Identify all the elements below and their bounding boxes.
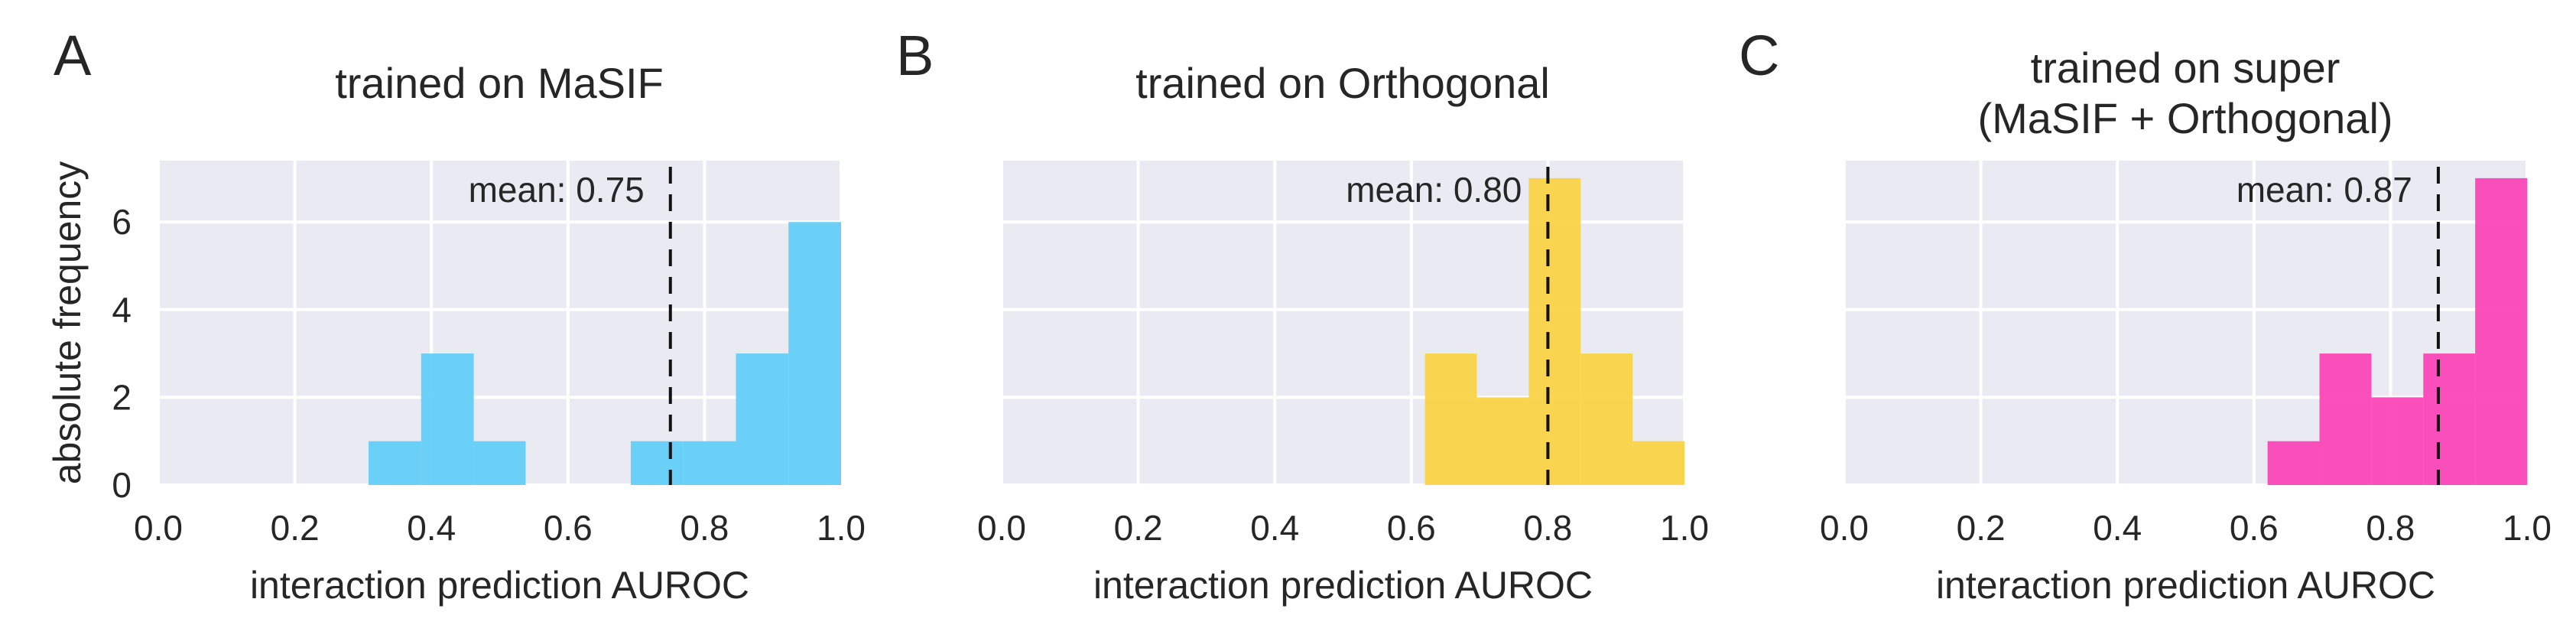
- histogram-bar: [2267, 441, 2320, 485]
- x-tick-label: 1.0: [1660, 508, 1709, 548]
- mean-annotation: mean: 0.75: [469, 170, 645, 210]
- x-axis-label: interaction prediction AUROC: [1936, 564, 2435, 607]
- y-tick-label: 6: [112, 202, 132, 242]
- histogram-bar: [1528, 177, 1581, 485]
- histogram-bar: [1424, 353, 1477, 485]
- x-tick-label: 0.6: [544, 508, 593, 548]
- histogram-bar: [788, 222, 841, 485]
- panel-letter: B: [896, 24, 934, 87]
- histogram-bar: [736, 353, 789, 485]
- x-tick-label: 0.4: [1250, 508, 1299, 548]
- x-tick-label: 0.4: [407, 508, 456, 548]
- x-tick-label: 0.0: [1820, 508, 1869, 548]
- mean-annotation: mean: 0.80: [1346, 170, 1522, 210]
- panel-title: trained on MaSIF: [335, 59, 664, 107]
- histogram-bar: [421, 353, 474, 485]
- histogram-bar: [1580, 353, 1633, 485]
- histogram-bar: [2371, 397, 2424, 485]
- y-tick-label: 2: [112, 377, 132, 417]
- panel-a: mean: 0.75 0.0 0.2 0.4 0.6 0.8 1.0 0 2 4 6 absolute…: [46, 24, 866, 607]
- x-tick-label: 0.0: [977, 508, 1026, 548]
- histogram-bar: [2475, 177, 2527, 485]
- y-axis-label: absolute frequency: [46, 161, 89, 485]
- histogram-bar: [1476, 397, 1529, 485]
- y-tick-label: 0: [112, 465, 132, 505]
- x-tick-label: 0.4: [2093, 508, 2142, 548]
- histogram-bar: [630, 441, 684, 485]
- x-tick-label: 0.8: [680, 508, 729, 548]
- plot-background: [158, 161, 841, 485]
- histogram-bar: [1632, 441, 1684, 485]
- panel-c: mean: 0.87 0.0 0.2 0.4 0.6 0.8 1.0 interaction …: [1739, 24, 2552, 607]
- mean-annotation: mean: 0.87: [2237, 170, 2412, 210]
- panel-letter: A: [54, 24, 92, 87]
- x-tick-label: 0.2: [1957, 508, 2006, 548]
- x-axis-label: interaction prediction AUROC: [250, 564, 749, 607]
- panel-title: trained on Orthogonal: [1135, 59, 1550, 107]
- x-tick-label: 0.8: [1523, 508, 1572, 548]
- panel-title: (MaSIF + Orthogonal): [1977, 94, 2392, 142]
- x-tick-label: 0.8: [2366, 508, 2415, 548]
- x-tick-label: 0.2: [271, 508, 320, 548]
- x-tick-label: 1.0: [2503, 508, 2552, 548]
- x-tick-label: 0.6: [1387, 508, 1436, 548]
- x-axis-label: interaction prediction AUROC: [1093, 564, 1593, 607]
- y-tick-label: 4: [112, 290, 132, 330]
- histogram-bar: [683, 441, 736, 485]
- histogram-bar: [473, 441, 526, 485]
- panel-letter: C: [1739, 24, 1779, 87]
- x-tick-label: 0.2: [1114, 508, 1163, 548]
- panel-title: trained on super: [2031, 44, 2340, 92]
- histogram-bar: [2319, 353, 2372, 485]
- histogram-bar: [369, 441, 421, 485]
- x-tick-label: 0.0: [134, 508, 183, 548]
- x-tick-label: 0.6: [2230, 508, 2279, 548]
- panel-b: mean: 0.80 0.0 0.2 0.4 0.6 0.8 1.0 interaction …: [896, 24, 1709, 607]
- x-tick-label: 1.0: [817, 508, 866, 548]
- histogram-bar: [2423, 353, 2476, 485]
